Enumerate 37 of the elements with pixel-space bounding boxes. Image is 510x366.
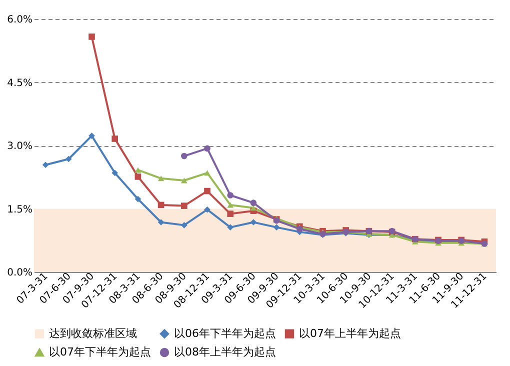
point	[112, 170, 118, 176]
legend-label: 以07年下半年为起点	[49, 346, 151, 358]
point	[227, 192, 234, 198]
point	[88, 34, 95, 40]
point	[112, 136, 118, 142]
point	[134, 196, 142, 202]
point	[180, 222, 188, 228]
point	[158, 176, 164, 182]
point	[273, 224, 280, 230]
point	[227, 224, 234, 230]
point	[204, 145, 210, 152]
point	[250, 219, 257, 226]
point	[134, 167, 142, 173]
point	[134, 174, 142, 180]
point	[227, 210, 234, 217]
point	[158, 219, 164, 226]
point	[158, 202, 164, 208]
point	[204, 206, 210, 213]
point	[180, 152, 188, 160]
legend-label: 以07年上半年为起点	[299, 326, 401, 340]
y-tick-label: 1.5%	[7, 204, 32, 216]
point	[180, 178, 188, 184]
point	[65, 156, 72, 162]
legend-label: 以06年下半年为起点	[174, 326, 276, 340]
point	[204, 188, 210, 194]
y-tick-label: 4.5%	[7, 78, 32, 89]
point	[180, 202, 188, 209]
point	[42, 162, 49, 168]
y-tick-label: 6.0%	[7, 14, 32, 26]
point	[227, 202, 234, 208]
legend-label: 达到收敛标准区域	[49, 326, 137, 340]
point	[204, 170, 210, 176]
y-tick-label: 3.0%	[7, 141, 32, 152]
point	[250, 200, 257, 206]
point	[88, 132, 95, 139]
legend-label: 以08年上半年为起点	[174, 346, 276, 358]
point	[250, 205, 257, 211]
